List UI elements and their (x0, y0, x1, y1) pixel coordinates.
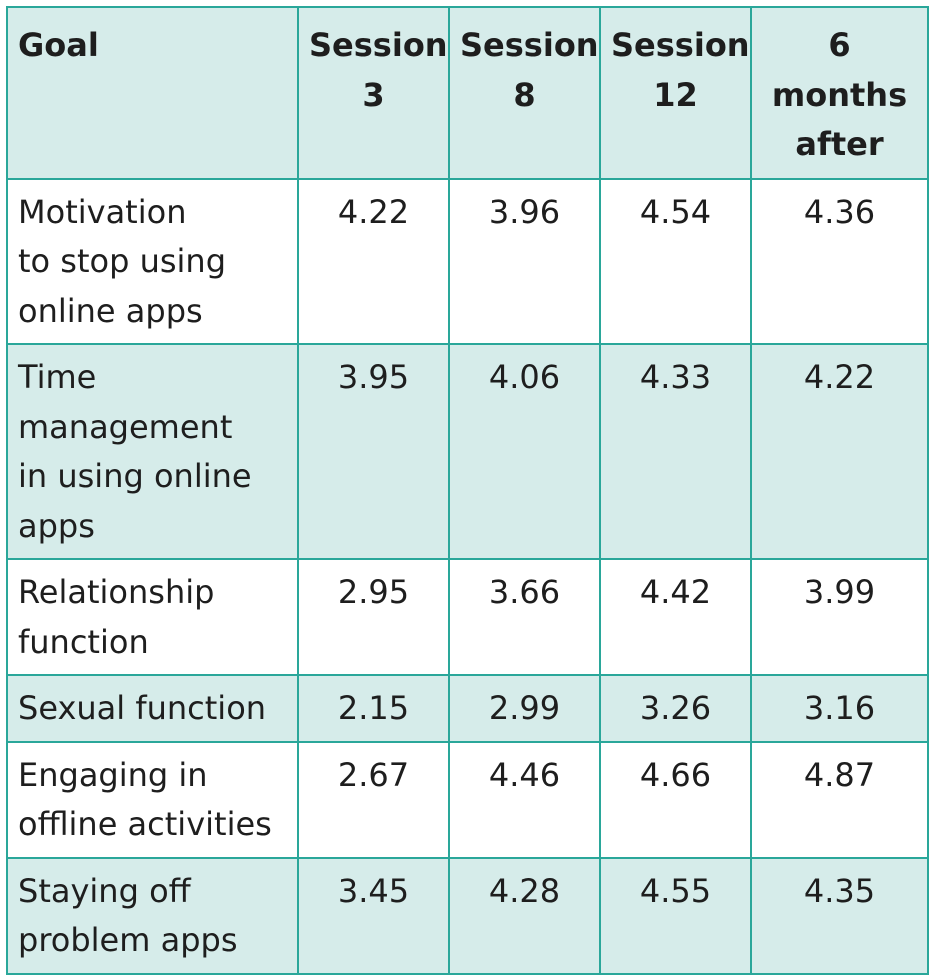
goal-cell: Time management in using online apps (6, 343, 299, 560)
goal-label: Relationship function (18, 573, 215, 661)
value-session-8: 4.06 (448, 343, 601, 560)
value-session-3: 3.45 (297, 856, 450, 975)
value-session-3: 3.95 (297, 343, 450, 560)
goal-ratings-table: Goal Session 3 Session 8 Session 12 6 mo… (6, 6, 929, 975)
value-6-months-after: 4.36 (750, 177, 929, 345)
value-session-12: 4.54 (599, 177, 752, 345)
value-session-8: 2.99 (448, 674, 601, 743)
header-session-12: Session 12 (599, 6, 752, 180)
goal-label: Staying off problem apps (18, 871, 238, 960)
header-session-8: Session 8 (448, 6, 601, 180)
header-session-8-label: Session 8 (460, 26, 599, 114)
value-session-12: 3.26 (599, 674, 752, 743)
goal-cell: Relationship function (6, 558, 299, 676)
table-row: Motivation to stop using online apps 4.2… (6, 177, 929, 345)
header-session-12-label: Session 12 (611, 26, 750, 114)
results-table-container: Goal Session 3 Session 8 Session 12 6 mo… (6, 6, 929, 975)
header-session-3-label: Session 3 (309, 26, 448, 114)
goal-cell: Motivation to stop using online apps (6, 177, 299, 345)
goal-label: Sexual function (18, 689, 267, 727)
value-session-12: 4.55 (599, 856, 752, 975)
value-session-8: 4.46 (448, 740, 601, 859)
table-row: Engaging in offline activities 2.67 4.46… (6, 740, 929, 859)
value-session-12: 4.42 (599, 558, 752, 676)
value-session-12: 4.33 (599, 343, 752, 560)
goal-label: Motivation to stop using online apps (18, 192, 227, 330)
header-goal: Goal (6, 6, 299, 180)
goal-cell: Sexual function (6, 674, 299, 743)
value-6-months-after: 4.87 (750, 740, 929, 859)
table-header-row: Goal Session 3 Session 8 Session 12 6 mo… (6, 6, 929, 180)
value-session-8: 3.96 (448, 177, 601, 345)
header-6-months-after: 6 months after (750, 6, 929, 180)
header-session-3: Session 3 (297, 6, 450, 180)
value-session-8: 3.66 (448, 558, 601, 676)
table-row: Time management in using online apps 3.9… (6, 343, 929, 560)
table-row: Sexual function 2.15 2.99 3.26 3.16 (6, 674, 929, 743)
value-session-3: 2.95 (297, 558, 450, 676)
value-6-months-after: 3.16 (750, 674, 929, 743)
table-row: Staying off problem apps 3.45 4.28 4.55 … (6, 856, 929, 975)
value-6-months-after: 4.35 (750, 856, 929, 975)
table-row: Relationship function 2.95 3.66 4.42 3.9… (6, 558, 929, 676)
value-6-months-after: 4.22 (750, 343, 929, 560)
value-session-8: 4.28 (448, 856, 601, 975)
header-goal-label: Goal (18, 26, 99, 64)
value-session-3: 4.22 (297, 177, 450, 345)
goal-cell: Staying off problem apps (6, 856, 299, 975)
value-session-3: 2.67 (297, 740, 450, 859)
value-6-months-after: 3.99 (750, 558, 929, 676)
goal-label: Engaging in offline activities (18, 755, 272, 844)
header-6-months-after-label: 6 months after (771, 26, 908, 163)
value-session-3: 2.15 (297, 674, 450, 743)
value-session-12: 4.66 (599, 740, 752, 859)
goal-cell: Engaging in offline activities (6, 740, 299, 859)
goal-label: Time management in using online apps (18, 358, 252, 545)
